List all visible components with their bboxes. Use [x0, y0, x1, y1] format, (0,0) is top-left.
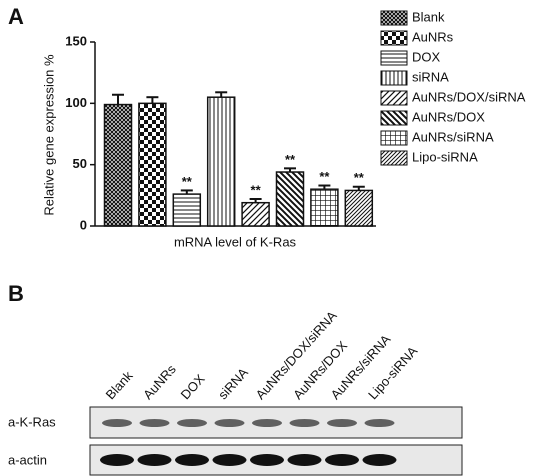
blot-band [212, 454, 247, 466]
blot-band [289, 419, 320, 427]
panel-letter: A [8, 4, 24, 29]
legend-swatch [380, 150, 408, 166]
legend-swatch [380, 70, 408, 86]
bar [206, 96, 236, 227]
significance-label: ** [319, 169, 330, 184]
blot-band [102, 419, 132, 427]
legend-swatch [380, 50, 408, 66]
blot-band [325, 454, 359, 466]
blot-band [100, 454, 134, 466]
blot-band [362, 454, 397, 466]
blot-band [137, 454, 172, 466]
y-axis-label: Relative gene expression % [41, 54, 56, 216]
bar [310, 188, 339, 227]
bar [172, 193, 202, 227]
blot-band [177, 419, 207, 427]
bar [275, 171, 305, 227]
legend-label: Blank [412, 9, 445, 24]
lane-label: Blank [103, 368, 136, 403]
y-tick-label: 100 [65, 95, 87, 110]
y-tick-label: 0 [80, 217, 87, 232]
legend-swatch [380, 30, 408, 46]
blot-band [250, 454, 284, 466]
y-tick-label: 150 [65, 33, 87, 48]
legend-label: siRNA [412, 69, 449, 84]
x-axis-label: mRNA level of K-Ras [174, 234, 297, 249]
lane-label: siRNA [215, 365, 251, 403]
significance-label: ** [354, 170, 365, 185]
lane-label: DOX [178, 371, 208, 402]
legend-label: DOX [412, 49, 441, 64]
y-tick-label: 50 [73, 156, 87, 171]
legend-swatch [380, 10, 408, 26]
blot-band [175, 454, 209, 466]
legend-label: Lipo-siRNA [412, 149, 478, 164]
blot-band [214, 419, 245, 427]
blot-row-label: a-actin [8, 452, 47, 467]
blot-row-label: a-K-Ras [8, 414, 56, 429]
legend-label: AuNRs/DOX [412, 109, 485, 124]
blot-band [252, 419, 282, 427]
blot-band [364, 419, 395, 427]
legend-swatch [380, 130, 408, 146]
legend-label: AuNRs [412, 29, 454, 44]
panel-letter: B [8, 281, 24, 306]
legend-swatch [380, 90, 408, 106]
significance-label: ** [285, 152, 296, 167]
legend-swatch [380, 110, 408, 126]
legend-label: AuNRs/DOX/siRNA [412, 89, 526, 104]
blot-band [139, 419, 170, 427]
lane-label: AuNRs [140, 361, 179, 402]
bar [138, 102, 167, 227]
bar [241, 201, 270, 227]
legend-label: AuNRs/siRNA [412, 129, 494, 144]
bar [103, 103, 133, 227]
bar [344, 189, 374, 227]
blot-band [327, 419, 357, 427]
significance-label: ** [182, 174, 193, 189]
significance-label: ** [251, 182, 262, 197]
blot-band [287, 454, 322, 466]
